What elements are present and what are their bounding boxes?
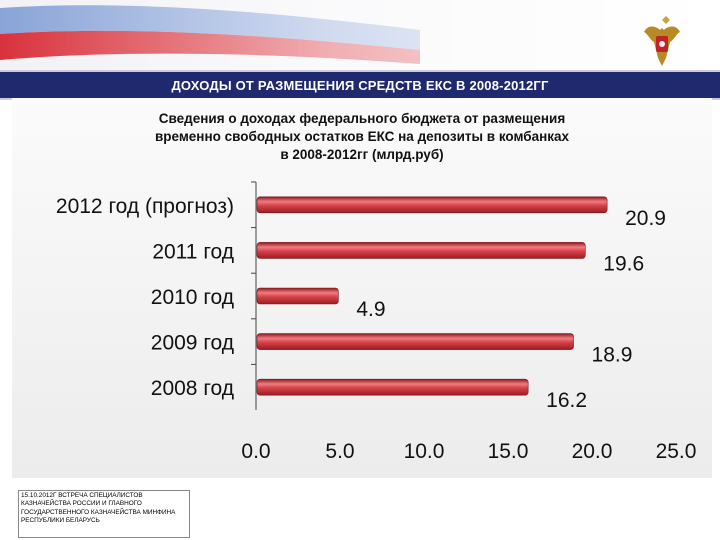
flag-decoration [0,0,720,72]
x-tick-label: 20.0 [572,440,613,463]
bar [256,287,339,305]
category-label: 2008 год [151,377,234,400]
footer-text: 15.10.2012г ВСТРЕЧА СПЕЦИАЛИСТОВ КАЗНАЧЕ… [21,492,176,525]
header-banner: ДОХОДЫ ОТ РАЗМЕЩЕНИЯ СРЕДСТВ ЕКС В 2008-… [0,70,720,100]
bar [256,378,529,396]
category-label: 2012 год (прогноз) [56,195,234,218]
double-headed-eagle-emblem-icon [644,16,680,66]
bar [256,333,574,350]
x-tick-label: 25.0 [656,440,697,463]
data-label: 18.9 [592,344,633,367]
chart-title-line: в 2008-2012гг (млрд.руб) [280,147,444,162]
bar [256,196,608,214]
x-tick-label: 0.0 [241,440,270,463]
chart-title: Сведения о доходах федерального бюджета … [12,110,712,164]
data-label: 16.2 [546,389,587,412]
footer-box [18,490,190,538]
bar [256,242,586,259]
category-label: 2010 год [151,286,234,309]
data-label: 19.6 [603,252,644,275]
chart-title-line: временно свободных остатков ЕКС на депоз… [154,129,570,144]
data-label: 4.9 [356,298,385,321]
data-label: 20.9 [625,207,666,230]
category-label: 2009 год [151,332,234,355]
chart-panel [12,98,712,478]
page-title: ДОХОДЫ ОТ РАЗМЕЩЕНИЯ СРЕДСТВ ЕКС В 2008-… [171,78,549,93]
x-tick-label: 5.0 [325,440,354,463]
x-tick-label: 10.0 [404,440,445,463]
category-label: 2011 год [152,240,234,263]
chart-title-line: Сведения о доходах федерального бюджета … [158,111,566,126]
x-tick-label: 15.0 [488,440,529,463]
